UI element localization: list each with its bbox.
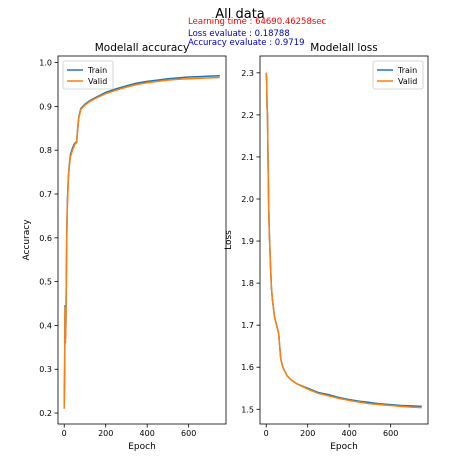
y-tick-label: 2.3 <box>241 69 254 78</box>
y-tick-label: 0.8 <box>39 146 52 155</box>
plot-title: Modelall accuracy <box>95 42 190 54</box>
legend-label-valid: Valid <box>88 77 107 86</box>
y-tick-label: 0.9 <box>39 102 52 111</box>
loss-plot: Modelall loss 0 200 400 600 1.5 1.6 1.7 1.8 1.9 2.… <box>224 42 429 452</box>
y-tick-label: 1.0 <box>39 59 52 68</box>
y-tick-label: 0.2 <box>39 409 52 418</box>
accuracy-evaluate-text: Accuracy evaluate : 0.9719 <box>188 38 305 48</box>
y-tick-label: 0.3 <box>39 365 52 374</box>
suptitle: All data <box>215 7 265 22</box>
x-tick-label: 400 <box>140 429 155 438</box>
x-tick-label: 400 <box>342 429 357 438</box>
legend-box <box>372 60 424 90</box>
x-tick-label: 600 <box>383 429 398 438</box>
loss-evaluate-text: Loss evaluate : 0.18788 <box>188 29 290 39</box>
series-line-valid <box>265 72 422 409</box>
x-axis-label: Epoch <box>128 442 156 452</box>
x-tick-label: 600 <box>181 429 196 438</box>
plot-title: Modelall loss <box>310 42 377 54</box>
y-axis-label: Accuracy <box>22 219 32 261</box>
legend-box <box>62 60 114 90</box>
legend-label-valid: Valid <box>398 77 417 86</box>
y-tick-label: 1.6 <box>241 363 254 372</box>
y-tick-label: 2.2 <box>241 111 254 120</box>
x-tick-label: 0 <box>62 429 67 438</box>
x-axis-label: Epoch <box>330 442 358 452</box>
y-tick-label: 1.9 <box>241 237 254 246</box>
y-tick-label: 0.6 <box>39 234 52 243</box>
y-tick-label: 0.4 <box>39 321 52 330</box>
x-tick-label: 0 <box>264 429 269 438</box>
series-line-valid <box>63 76 220 409</box>
accuracy-plot: Modelall accuracy 0 200 400 600 0.2 0.3 0.4 0.5 0… <box>22 42 227 452</box>
legend-label-train: Train <box>397 66 417 75</box>
x-tick-label: 200 <box>98 429 113 438</box>
axes-frame <box>57 55 227 425</box>
y-axis-label: Loss <box>224 230 234 250</box>
y-tick-label: 1.8 <box>241 279 254 288</box>
y-tick-label: 2.0 <box>241 195 254 204</box>
axes-frame <box>259 55 429 425</box>
legend-label-train: Train <box>87 66 107 75</box>
x-tick-label: 200 <box>300 429 315 438</box>
learning-time-text: Learning time : 64690.46258sec <box>188 17 327 27</box>
y-tick-label: 0.7 <box>39 190 52 199</box>
y-tick-label: 1.7 <box>241 321 254 330</box>
y-tick-label: 1.5 <box>241 405 254 414</box>
y-tick-label: 0.5 <box>39 278 52 287</box>
y-tick-label: 2.1 <box>241 153 254 162</box>
